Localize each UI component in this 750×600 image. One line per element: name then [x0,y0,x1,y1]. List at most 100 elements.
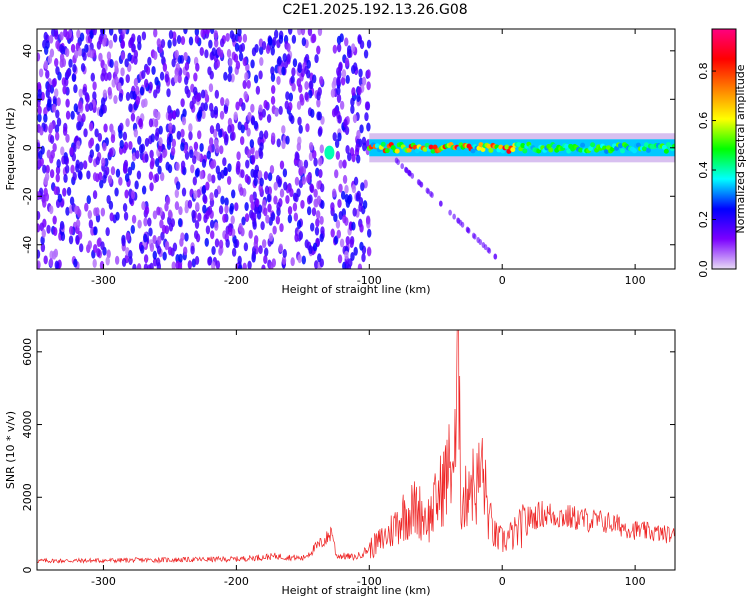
heatmap-cell [153,29,158,38]
heatmap-cell [291,82,296,92]
heatmap-cell [219,49,224,59]
heatmap-cell [286,53,291,63]
heatmap-cell [155,84,161,94]
heatmap-cell [244,213,250,223]
heatmap-cell [270,95,276,105]
heatmap-cell [88,139,93,149]
heatmap-cell [239,136,245,146]
heatmap-cell [175,260,180,269]
heatmap-cell [152,108,158,118]
heatmap-cell [366,69,371,79]
heatmap-cell [98,171,103,181]
heatmap-cell [128,103,133,113]
heatmap-cell [143,217,148,227]
heatmap-cell [193,190,198,200]
heatmap-cell [242,33,248,43]
heatmap-cell [297,62,303,72]
heatmap-cell [207,205,213,215]
heatmap-cell [261,264,266,269]
heatmap-cell [43,255,48,265]
heatmap-cell [195,233,201,243]
heatmap-cell [37,81,42,91]
heatmap-cell [352,62,358,72]
heatmap-cell [258,70,263,80]
heatmap-cell [68,225,74,235]
heatmap-cell [52,142,57,152]
heatmap-cell [336,86,341,96]
heatmap-cell [193,72,198,82]
heatmap-cell [317,157,323,167]
heatmap-cell [331,80,337,90]
heatmap-cell [339,238,345,248]
heatmap-cell [37,93,42,103]
heatmap-cell [240,42,246,52]
heatmap-cell [46,149,52,159]
heatmap-cell [162,251,167,261]
heatmap-cell [197,130,202,140]
heatmap-cell [114,76,119,86]
heatmap-cell [127,52,132,62]
heatmap-cell [161,224,167,234]
heatmap-cell [203,102,208,112]
heatmap-cell [70,43,76,53]
heatmap-cell [645,147,651,153]
heatmap-cell [162,62,168,72]
heatmap-cell [305,123,310,133]
heatmap-cell [350,104,355,114]
heatmap-cell [298,159,303,169]
heatmap-cell [223,71,228,81]
heatmap-cell [139,86,145,96]
heatmap-cell [200,89,206,99]
heatmap-cell [222,213,227,223]
heatmap-cell [263,171,269,181]
heatmap-cell [94,128,99,138]
heatmap-cell [222,157,227,167]
heatmap-cell [273,29,279,39]
heatmap-cell [92,81,97,91]
heatmap-cell [171,138,176,148]
heatmap-cell [144,78,149,88]
heatmap-cell [122,164,128,174]
heatmap-cell [73,49,79,59]
heatmap-cell [159,219,164,229]
heatmap-cell [212,128,218,138]
heatmap-cell [298,230,304,240]
heatmap-cell [396,159,400,166]
heatmap-cell [46,83,52,93]
heatmap-cell [364,101,370,111]
heatmap-cell [107,71,112,81]
heatmap-cell [189,149,194,159]
heatmap-cell [261,41,267,51]
heatmap-cell [276,138,281,148]
bottom-y-tick-label: 2000 [21,483,34,511]
heatmap-cell [231,131,236,141]
heatmap-cell [320,200,325,210]
heatmap-cell [123,141,129,151]
heatmap-cell [209,192,214,202]
top-y-axis-label: Frequency (Hz) [4,108,17,191]
heatmap-cell [294,176,300,186]
heatmap-cell [218,239,224,249]
heatmap-cell [160,39,166,49]
heatmap-cell [182,246,188,256]
heatmap-cell [79,243,84,253]
heatmap-cell [190,164,195,174]
heatmap-cells [37,29,675,269]
heatmap-cell [88,219,94,229]
heatmap-cell [282,168,288,178]
heatmap-cell [316,180,321,190]
colorbar-tick-label: 0.8 [697,62,710,80]
heatmap-cell [522,148,528,154]
heatmap-cell [119,122,124,132]
heatmap-cell [552,143,558,149]
heatmap-cell [50,149,55,159]
heatmap-cell [189,100,194,110]
heatmap-cell [588,145,594,151]
heatmap-cell [476,236,480,243]
heatmap-cell [197,109,203,119]
heatmap-cell [276,75,281,85]
heatmap-cell [65,110,71,120]
heatmap-cell [194,34,200,44]
heatmap-cell [246,127,251,137]
heatmap-cell [259,57,264,67]
